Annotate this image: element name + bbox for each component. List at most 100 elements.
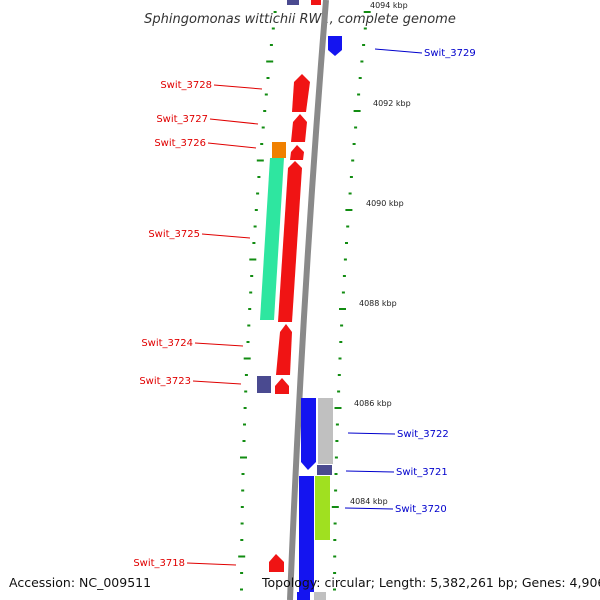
- tick-mark: [240, 506, 244, 508]
- tick-mark: [264, 93, 268, 96]
- tick-mark: [240, 588, 243, 591]
- tick-mark: [339, 341, 343, 343]
- tick-mark: [273, 11, 277, 13]
- tick-mark: [334, 473, 338, 475]
- tick-mark: [337, 390, 341, 393]
- leader-line: [192, 380, 242, 385]
- tick-mark: [257, 176, 261, 178]
- tick-mark: [339, 308, 346, 310]
- annotation-bar: [315, 476, 330, 540]
- tick-mark: [363, 27, 367, 30]
- gene-swit-3723[interactable]: [275, 378, 289, 394]
- tick-mark: [342, 275, 346, 277]
- gene-label-swit-3729[interactable]: Swit_3729: [424, 48, 476, 59]
- annotation-bar: [287, 0, 299, 5]
- gene-swit-3726[interactable]: [290, 145, 304, 160]
- leader-line: [207, 142, 257, 149]
- tick-label: 4090 kbp: [366, 199, 404, 208]
- tick-label: 4084 kbp: [350, 497, 388, 506]
- tick-mark: [240, 539, 244, 541]
- tick-mark: [358, 77, 362, 79]
- gene-label-swit-3725[interactable]: Swit_3725: [148, 229, 200, 240]
- tick-mark: [256, 159, 264, 162]
- tick-mark: [343, 258, 347, 261]
- leader-line: [209, 118, 259, 125]
- tick-mark: [244, 374, 248, 376]
- tick-mark: [241, 489, 245, 492]
- tick-mark: [261, 126, 265, 129]
- gene-label-swit-3720[interactable]: Swit_3720: [395, 504, 447, 515]
- tick-mark: [353, 110, 361, 112]
- annotation-bar: [260, 158, 284, 320]
- tick-mark: [345, 209, 353, 211]
- tick-mark: [242, 440, 246, 442]
- tick-mark: [249, 258, 257, 261]
- leader-line: [194, 342, 244, 347]
- tick-mark: [338, 357, 342, 360]
- gene-label-swit-3721[interactable]: Swit_3721: [396, 467, 448, 478]
- gene-label-swit-3724[interactable]: Swit_3724: [141, 338, 193, 349]
- tick-mark: [333, 522, 337, 525]
- tick-mark: [333, 555, 337, 558]
- gene-swit-3718[interactable]: [269, 554, 284, 572]
- tick-mark: [250, 275, 254, 277]
- leader-line: [344, 507, 394, 510]
- gene-arrow[interactable]: [297, 592, 310, 600]
- gene-swit-3724[interactable]: [276, 324, 292, 375]
- tick-mark: [252, 242, 256, 244]
- tick-mark: [341, 291, 345, 294]
- tick-mark: [357, 93, 361, 96]
- tick-mark: [271, 27, 275, 30]
- tick-mark: [351, 159, 355, 162]
- tick-marks-outer: [331, 11, 371, 591]
- annotation-bar: [314, 592, 326, 600]
- map-title: Sphingomonas wittichii RW1, complete gen…: [144, 12, 456, 27]
- accession-text: Accession: NC_009511: [9, 575, 152, 590]
- genome-backbone: [287, 0, 329, 600]
- tick-mark: [345, 242, 348, 244]
- tick-mark: [333, 539, 337, 541]
- tick-mark: [335, 440, 339, 442]
- tick-mark: [360, 60, 364, 63]
- gene-swit-3728[interactable]: [292, 74, 310, 112]
- tick-mark: [333, 572, 337, 574]
- gene-label-swit-3722[interactable]: Swit_3722: [397, 429, 449, 440]
- tick-mark: [335, 423, 339, 426]
- annotation-bar: [318, 398, 333, 464]
- gene-label-swit-3727[interactable]: Swit_3727: [156, 114, 208, 125]
- tick-mark: [352, 143, 356, 145]
- tick-mark: [240, 572, 244, 574]
- gene-label-swit-3718[interactable]: Swit_3718: [133, 558, 185, 569]
- gene-swit-3720[interactable]: [299, 476, 314, 592]
- annotation-bar: [272, 142, 286, 158]
- gene-swit-3722[interactable]: [301, 398, 316, 470]
- gene-label-swit-3728[interactable]: Swit_3728: [160, 80, 212, 91]
- genome-summary-text: Topology: circular; Length: 5,382,261 bp…: [262, 575, 600, 590]
- gene-swit-3725[interactable]: [278, 161, 302, 322]
- tick-label: 4086 kbp: [354, 399, 392, 408]
- gene-arrow: [311, 0, 321, 5]
- tick-mark: [334, 456, 338, 459]
- leader-line: [186, 562, 237, 566]
- tick-mark: [253, 225, 257, 228]
- tick-mark: [334, 489, 338, 492]
- tick-mark: [362, 44, 366, 46]
- tick-mark: [266, 77, 270, 79]
- gene-label-swit-3723[interactable]: Swit_3723: [139, 376, 191, 387]
- tick-mark: [269, 44, 273, 46]
- leader-line: [213, 84, 263, 90]
- tick-mark: [247, 324, 251, 327]
- leader-line: [347, 432, 396, 435]
- gene-swit-3729[interactable]: [328, 36, 342, 56]
- tick-mark: [254, 209, 258, 211]
- tick-label: 4088 kbp: [359, 299, 397, 308]
- tick-mark: [238, 555, 246, 558]
- tick-mark: [354, 126, 358, 129]
- tick-mark: [241, 473, 245, 475]
- gene-label-swit-3726[interactable]: Swit_3726: [154, 138, 206, 149]
- gene-swit-3727[interactable]: [291, 114, 307, 142]
- tick-mark: [348, 192, 352, 195]
- tick-mark: [331, 506, 339, 508]
